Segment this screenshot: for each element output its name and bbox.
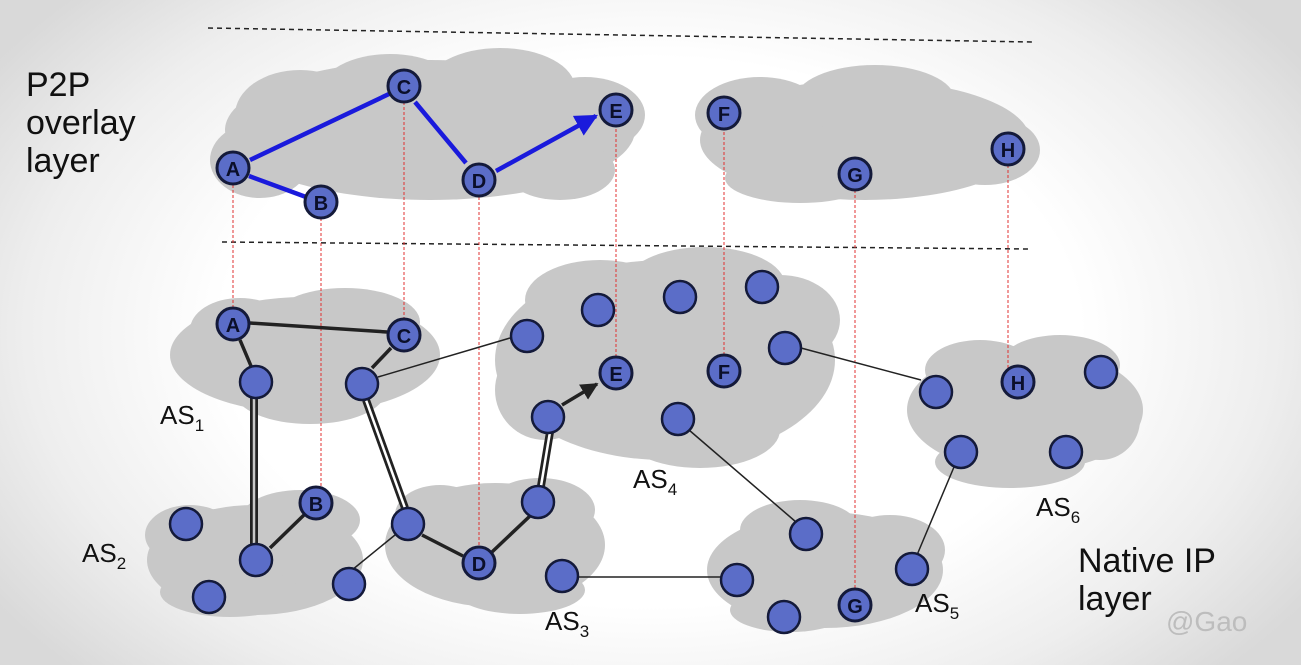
- router-node: [238, 364, 274, 400]
- ip-link-as5-as6: [916, 466, 955, 556]
- as3-label: AS3: [545, 606, 589, 641]
- ip-link-n-e: [561, 382, 599, 407]
- router-node: [344, 366, 380, 402]
- native-node-h: H: [1000, 364, 1036, 400]
- native-node-a: A: [215, 306, 251, 342]
- router-node: [331, 566, 367, 602]
- overlay-node-a: A: [215, 150, 251, 186]
- node-label-a: A: [226, 159, 240, 181]
- node-label-h: H: [1001, 140, 1015, 162]
- router-node: [788, 516, 824, 552]
- node-label-f: F: [718, 104, 730, 126]
- mapping-lines: [232, 102, 1009, 592]
- native-node-d: D: [461, 545, 497, 581]
- router-node: [719, 562, 755, 598]
- router-node: [767, 330, 803, 366]
- ip-link-as2-as3: [351, 534, 396, 571]
- router-node: [744, 269, 780, 305]
- overlay-link-a-c: [249, 91, 390, 163]
- overlay-layer-label: P2P overlay layer: [26, 66, 136, 180]
- router-node: [1083, 354, 1119, 390]
- native-node-e: E: [598, 355, 634, 391]
- native-node-c: C: [386, 317, 422, 353]
- ip-link-a-c: [249, 321, 388, 334]
- as4-cloud: [495, 247, 840, 468]
- node-label-h: H: [1011, 373, 1025, 395]
- ip-link-n2-as3-inner: [364, 399, 407, 509]
- node-label-b: B: [309, 494, 323, 516]
- as4-label: AS4: [633, 464, 677, 499]
- native-node-f: F: [706, 353, 742, 389]
- ip-link-d-n: [490, 514, 532, 554]
- router-node: [660, 401, 696, 437]
- router-node: [191, 579, 227, 615]
- overlay-node-e: E: [598, 92, 634, 128]
- node-label-g: G: [847, 165, 863, 187]
- ip-link-as4-as6: [800, 347, 922, 381]
- overlay-node-c: C: [386, 68, 422, 104]
- router-node: [580, 292, 616, 328]
- top-separator: [207, 27, 1033, 43]
- router-node: [238, 542, 274, 578]
- watermark: @Gao: [1166, 606, 1248, 637]
- router-node: [544, 558, 580, 594]
- ip-link-as3-as4-inner: [539, 431, 552, 487]
- router-nodes: [168, 269, 1119, 635]
- overlay-link-c-d: [413, 100, 468, 165]
- overlay-link-a-b: [248, 173, 307, 200]
- node-label-e: E: [609, 101, 622, 123]
- ip-link-as3-d: [421, 533, 464, 558]
- overlay-node-b: B: [303, 184, 339, 220]
- as3-cloud: [385, 478, 605, 614]
- native-ip-layer-label: Native IP layer: [1078, 542, 1216, 618]
- overlay-node-d: D: [461, 162, 497, 198]
- router-node: [168, 506, 204, 542]
- node-label-g: G: [847, 596, 863, 618]
- ip-link-as4-as5: [688, 429, 797, 523]
- as6-label: AS6: [1036, 492, 1080, 527]
- ip-link-n2-as4: [377, 337, 511, 378]
- native-node-g: G: [837, 587, 873, 623]
- node-label-b: B: [314, 193, 328, 215]
- router-node: [390, 506, 426, 542]
- overlay-link-d-e: [494, 114, 598, 173]
- node-label-a: A: [226, 315, 240, 337]
- router-node: [918, 374, 954, 410]
- as5-label: AS5: [915, 588, 959, 623]
- node-label-f: F: [718, 362, 730, 384]
- node-label-c: C: [397, 326, 411, 348]
- as1-label: AS1: [160, 400, 204, 435]
- ip-link-n-b: [268, 512, 307, 550]
- ip-link-a-n1: [238, 339, 253, 367]
- overlay-node-g: G: [837, 156, 873, 192]
- router-node: [662, 279, 698, 315]
- overlay-node-h: H: [990, 131, 1026, 167]
- router-node: [894, 551, 930, 587]
- node-label-d: D: [472, 554, 486, 576]
- middle-separator: [221, 241, 1029, 250]
- router-node: [520, 484, 556, 520]
- router-node: [1048, 434, 1084, 470]
- router-node: [509, 318, 545, 354]
- ip-link-c-n2: [370, 346, 393, 370]
- router-node: [766, 599, 802, 635]
- as1-cloud: [170, 288, 440, 424]
- node-label-d: D: [472, 171, 486, 193]
- router-node: [530, 399, 566, 435]
- overlay-links: [248, 91, 598, 200]
- ip-links: [238, 321, 955, 578]
- node-label-c: C: [397, 77, 411, 99]
- native-node-b: B: [298, 485, 334, 521]
- router-node: [943, 434, 979, 470]
- node-label-e: E: [609, 364, 622, 386]
- overlay-node-f: F: [706, 95, 742, 131]
- as2-label: AS2: [82, 538, 126, 573]
